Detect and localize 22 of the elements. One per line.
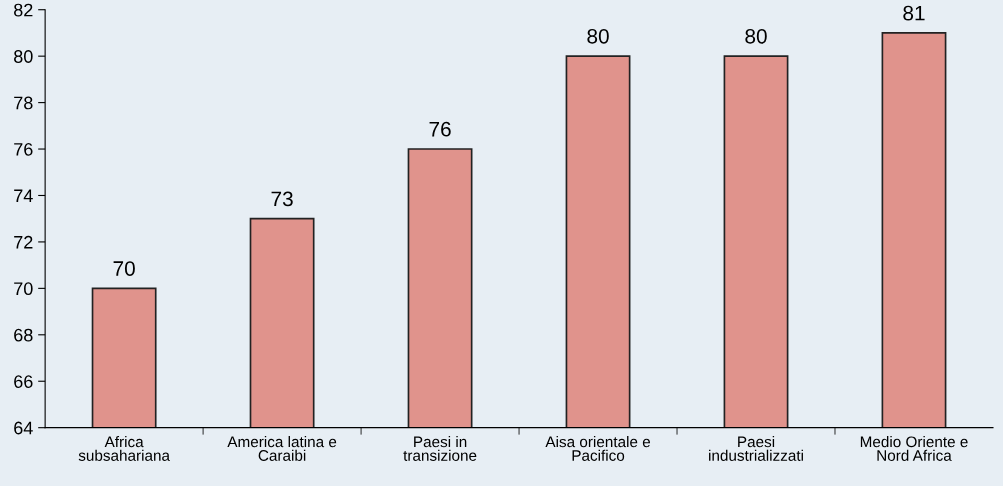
x-tick-label: Aisa orientale e Pacifico	[545, 436, 651, 461]
data-label: 76	[429, 121, 451, 137]
data-label: 73	[271, 191, 293, 207]
y-tick-label: 82	[14, 3, 33, 17]
y-tick-label: 76	[14, 142, 33, 156]
data-label: 80	[587, 28, 609, 44]
y-tick-label: 72	[14, 235, 33, 249]
x-tick-label: Paesi in transizione	[403, 436, 477, 461]
data-label: 80	[745, 28, 767, 44]
data-label: 70	[113, 261, 135, 276]
x-tick-label: Africa subsahariana	[78, 436, 170, 461]
y-tick-label: 66	[14, 375, 33, 388]
y-tick-label: 78	[14, 96, 33, 110]
x-tick-label: Medio Oriente e Nord Africa	[860, 436, 968, 461]
x-tick-label: Paesi industrializzati	[709, 436, 803, 461]
y-tick-label: 80	[14, 50, 33, 63]
data-label: 81	[903, 5, 925, 21]
y-tick-label: 68	[14, 328, 33, 342]
y-tick-label: 70	[14, 282, 33, 296]
x-tick-label: America latina e Caraibi	[227, 436, 337, 461]
y-tick-label: 74	[14, 189, 33, 203]
y-tick-label: 64	[14, 421, 33, 435]
